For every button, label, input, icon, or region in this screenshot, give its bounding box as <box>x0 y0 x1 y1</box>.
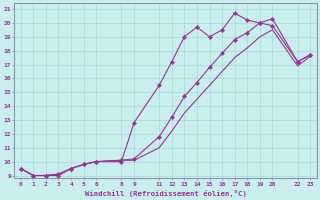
X-axis label: Windchill (Refroidissement éolien,°C): Windchill (Refroidissement éolien,°C) <box>84 190 246 197</box>
